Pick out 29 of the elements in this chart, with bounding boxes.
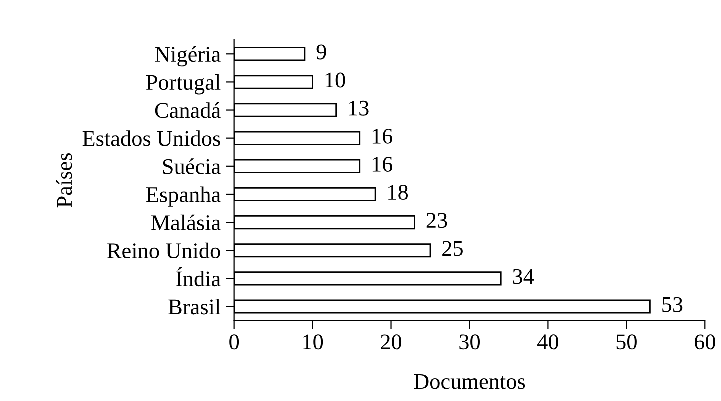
y-axis-title: Países — [56, 153, 72, 208]
x-tick-label: 0 — [230, 334, 240, 350]
data-label: 16 — [372, 128, 393, 144]
y-tick-label: Nigéria — [155, 46, 221, 67]
data-label: 13 — [349, 100, 369, 116]
y-tick-label: Estados Unidos — [82, 130, 220, 146]
x-tick-label: 10 — [304, 334, 324, 350]
x-tick-label: 60 — [694, 334, 716, 350]
data-label: 18 — [388, 185, 408, 200]
x-axis-title: Documentos — [414, 374, 526, 390]
y-tick-label: Malásia — [151, 214, 221, 230]
y-tick-label: Índia — [176, 267, 221, 287]
data-label: 25 — [442, 241, 463, 256]
y-tick-label: Suécia — [163, 158, 221, 174]
data-label: 16 — [372, 157, 393, 172]
y-tick-label: Portugal — [146, 74, 221, 95]
y-tick-label: Espanha — [146, 186, 221, 207]
data-label: 10 — [326, 72, 346, 88]
y-tick-label: Reino Unido — [108, 242, 220, 259]
x-tick-label: 50 — [616, 334, 637, 350]
data-label: 53 — [662, 297, 683, 312]
x-tick-label: 20 — [381, 334, 402, 350]
x-tick-label: 30 — [460, 334, 480, 350]
data-label: 9 — [316, 44, 326, 60]
y-tick-label: Canadá — [155, 102, 221, 118]
y-tick-label: Brasil — [168, 299, 221, 315]
x-tick-label: 40 — [538, 334, 558, 350]
data-label: 23 — [426, 213, 448, 228]
data-label: 34 — [513, 269, 534, 284]
